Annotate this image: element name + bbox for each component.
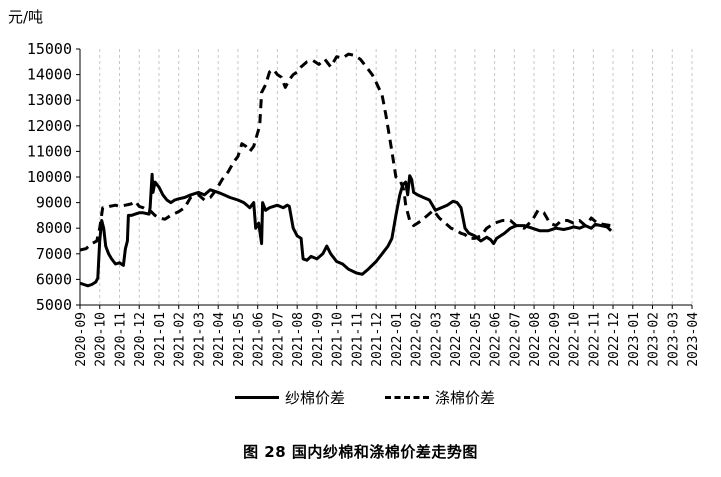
y-unit-label: 元/吨 xyxy=(8,8,44,26)
legend-label-yarn-cotton: 纱棉价差 xyxy=(285,388,346,407)
x-tick-label: 2020-11 xyxy=(113,312,128,367)
x-tick-label: 2023-01 xyxy=(627,312,642,367)
x-tick-label: 2021-01 xyxy=(153,312,168,367)
x-tick-label: 2020-10 xyxy=(94,312,109,367)
x-tick-label: 2022-06 xyxy=(489,312,504,367)
x-tick-label: 2021-06 xyxy=(252,312,267,367)
x-tick-label: 2022-09 xyxy=(548,312,563,367)
x-tick-label: 2021-05 xyxy=(232,312,247,367)
figure-caption: 图 28 国内纱棉和涤棉价差走势图 xyxy=(243,443,478,461)
legend-item-polyester-cotton: 涤棉价差 xyxy=(385,384,495,410)
grid-lines xyxy=(79,49,693,305)
x-tick-label: 2022-04 xyxy=(449,312,464,367)
y-tick-label: 9000 xyxy=(36,194,72,212)
y-tick-label: 5000 xyxy=(36,296,72,314)
legend-label-polyester-cotton: 涤棉价差 xyxy=(435,388,496,407)
x-tick-label: 2022-12 xyxy=(607,312,622,367)
x-tick-label: 2023-03 xyxy=(666,312,681,367)
x-tick-label: 2021-08 xyxy=(291,312,306,367)
legend-swatch-dashed xyxy=(385,395,429,399)
legend-swatch-solid xyxy=(235,395,279,399)
y-tick-labels: 5000 6000 7000 8000 9000 10000 11000 12000 13000… xyxy=(27,40,72,314)
x-tick-label: 2022-01 xyxy=(390,312,405,367)
x-tick-label: 2023-04 xyxy=(686,312,701,367)
series-lines xyxy=(79,52,613,288)
y-tick-label: 10000 xyxy=(27,168,72,186)
legend: 纱棉价差 涤棉价差 xyxy=(235,384,555,410)
x-tick-label: 2021-02 xyxy=(173,312,188,367)
x-tick-label: 2021-11 xyxy=(350,312,365,367)
x-tick-label: 2021-07 xyxy=(271,312,286,367)
x-tick-label: 2022-11 xyxy=(587,312,602,367)
y-tick-label: 13000 xyxy=(27,91,72,109)
x-tick-label: 2021-10 xyxy=(331,312,346,367)
x-tick-label: 2022-02 xyxy=(410,312,425,367)
y-tick-label: 7000 xyxy=(36,245,72,263)
x-tick-label: 2021-12 xyxy=(370,312,385,367)
x-tick-label: 2022-03 xyxy=(429,312,444,367)
legend-item-yarn-cotton: 纱棉价差 xyxy=(235,384,345,410)
x-tick-label: 2020-12 xyxy=(133,312,148,367)
y-tick-label: 12000 xyxy=(27,117,72,135)
y-tick-label: 11000 xyxy=(27,142,72,160)
x-tick-label: 2021-04 xyxy=(212,312,227,367)
x-tick-label: 2020-09 xyxy=(74,312,89,367)
axes xyxy=(76,48,693,309)
y-tick-label: 14000 xyxy=(27,66,72,84)
x-tick-labels: 2020-09 2020-10 2020-11 2020-12 2021-01 2021-… xyxy=(74,312,701,367)
x-tick-label: 2022-10 xyxy=(568,312,583,367)
y-tick-label: 6000 xyxy=(36,270,72,288)
x-tick-label: 2021-03 xyxy=(192,312,207,367)
series-line-yarn-cotton xyxy=(79,172,613,288)
series-line-polyester-cotton xyxy=(79,52,612,252)
x-tick-label: 2022-07 xyxy=(508,312,523,367)
x-tick-label: 2022-08 xyxy=(528,312,543,367)
y-tick-label: 15000 xyxy=(27,40,72,58)
x-tick-label: 2023-02 xyxy=(647,312,662,367)
y-tick-label: 8000 xyxy=(36,219,72,237)
x-tick-label: 2022-05 xyxy=(469,312,484,367)
x-tick-label: 2021-09 xyxy=(311,312,326,367)
